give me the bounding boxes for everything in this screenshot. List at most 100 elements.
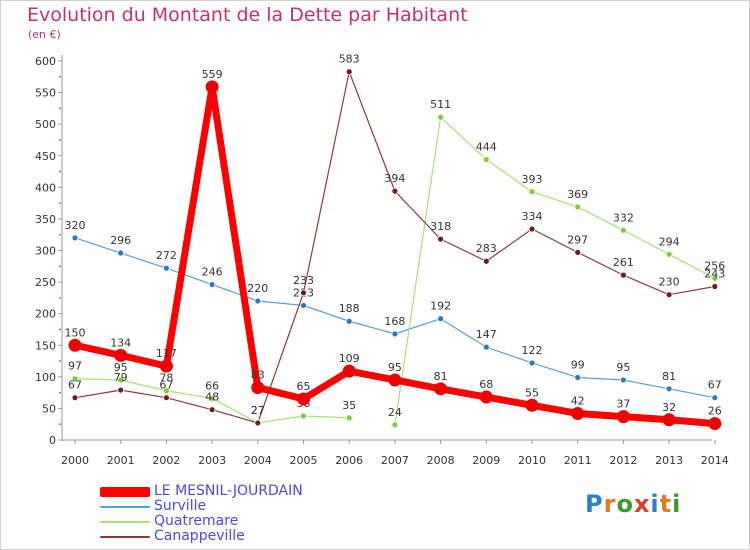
data-label-quatremare: 294 [659,235,680,248]
data-label-canappeville: 261 [613,256,634,269]
data-label-surville: 220 [247,282,268,295]
data-label-surville: 296 [110,234,131,247]
data-point-canappeville [528,225,536,233]
data-label-surville: 81 [662,370,676,383]
y-minor-tick [59,296,61,299]
data-label-quatremare: 78 [159,372,173,385]
data-label-le-mesnil-jourdain: 81 [434,370,448,383]
data-label-quatremare: 511 [430,98,451,111]
y-minor-tick [59,202,61,205]
y-minor-tick [59,423,61,426]
data-label-surville: 272 [156,249,177,262]
data-point-canappeville [71,394,79,402]
data-point-le-mesnil-jourdain [251,381,265,395]
data-label-le-mesnil-jourdain: 109 [339,352,360,365]
data-point-quatremare [482,156,490,163]
data-label-le-mesnil-jourdain: 68 [479,378,493,391]
x-tick-label: 2014 [701,454,729,467]
data-label-canappeville: 297 [567,233,588,246]
data-label-le-mesnil-jourdain: 42 [571,394,585,407]
data-label-le-mesnil-jourdain: 26 [708,405,722,418]
data-point-le-mesnil-jourdain [434,382,448,396]
y-tick-label: 50 [42,402,56,415]
data-label-le-mesnil-jourdain: 117 [156,347,177,360]
data-point-quatremare [300,412,307,420]
logo-letter: i [650,490,660,518]
data-point-quatremare [391,421,399,429]
x-tick-label: 2002 [152,454,180,467]
data-label-canappeville: 27 [251,404,265,417]
data-point-le-mesnil-jourdain [297,392,310,406]
data-label-quatremare: 256 [704,259,725,272]
data-label-quatremare: 393 [522,173,543,186]
data-label-le-mesnil-jourdain: 150 [65,326,86,339]
data-label-surville: 246 [202,266,223,279]
y-tick-label: 350 [35,213,56,226]
data-point-surville [620,376,627,384]
data-point-quatremare [528,188,536,196]
y-minor-tick [59,170,61,173]
data-point-le-mesnil-jourdain [114,348,128,362]
y-tick-label: 0 [49,434,56,447]
y-tick-label: 400 [35,181,56,194]
y-minor-tick [59,233,61,236]
data-label-canappeville: 67 [159,379,173,392]
data-point-le-mesnil-jourdain [708,417,722,431]
chart-unit-label: (en €) [28,28,61,41]
x-tick-label: 2008 [427,454,455,467]
data-label-surville: 188 [339,302,360,315]
data-label-canappeville: 233 [293,274,314,287]
legend-swatch [100,487,150,497]
logo-letter: t [659,490,673,518]
data-label-canappeville: 334 [522,210,543,223]
data-label-canappeville: 79 [114,371,128,384]
data-point-surville [117,249,125,257]
data-point-le-mesnil-jourdain [342,364,356,378]
y-tick-label: 450 [35,150,56,163]
data-point-quatremare [117,376,125,384]
y-minor-tick [59,139,61,141]
y-tick-label: 550 [35,87,56,100]
data-point-surville [162,264,170,272]
data-label-canappeville: 230 [659,276,680,289]
data-point-le-mesnil-jourdain [205,80,219,94]
data-point-quatremare [665,250,673,258]
x-tick-label: 2006 [335,454,363,467]
y-minor-tick [59,360,61,362]
data-label-canappeville: 67 [68,379,82,392]
x-tick-label: 2004 [244,454,272,467]
data-label-le-mesnil-jourdain: 55 [525,386,539,399]
data-label-surville: 122 [522,344,543,357]
data-point-surville [254,297,262,305]
data-point-quatremare [437,113,445,121]
data-point-le-mesnil-jourdain [525,398,539,412]
y-tick-label: 100 [35,371,56,384]
data-label-le-mesnil-jourdain: 559 [202,68,223,81]
data-label-canappeville: 243 [704,268,725,281]
x-tick-label: 2000 [61,454,89,467]
y-minor-tick [59,107,61,110]
y-minor-tick [59,391,61,394]
data-point-le-mesnil-jourdain [662,413,676,427]
x-tick-label: 2003 [198,454,226,467]
y-tick-label: 600 [35,55,56,68]
data-label-surville: 147 [476,328,497,341]
x-tick-label: 2013 [655,454,683,467]
data-point-canappeville [437,235,445,243]
data-point-surville [71,234,79,242]
x-tick-label: 2010 [518,454,546,467]
chart-title: Evolution du Montant de la Dette par Hab… [27,4,468,26]
data-label-le-mesnil-jourdain: 32 [662,401,676,414]
y-minor-tick [59,328,61,331]
data-label-le-mesnil-jourdain: 134 [110,336,131,349]
data-label-canappeville: 318 [430,220,451,233]
data-label-le-mesnil-jourdain: 65 [297,380,311,393]
data-label-le-mesnil-jourdain: 37 [616,398,630,411]
data-point-canappeville [162,394,170,402]
proxiti-logo: Proxiti [585,490,681,518]
data-point-canappeville [574,248,582,256]
data-label-canappeville: 283 [476,242,497,255]
data-label-canappeville: 583 [339,53,360,66]
data-point-le-mesnil-jourdain [571,406,585,420]
data-point-canappeville [391,187,399,195]
